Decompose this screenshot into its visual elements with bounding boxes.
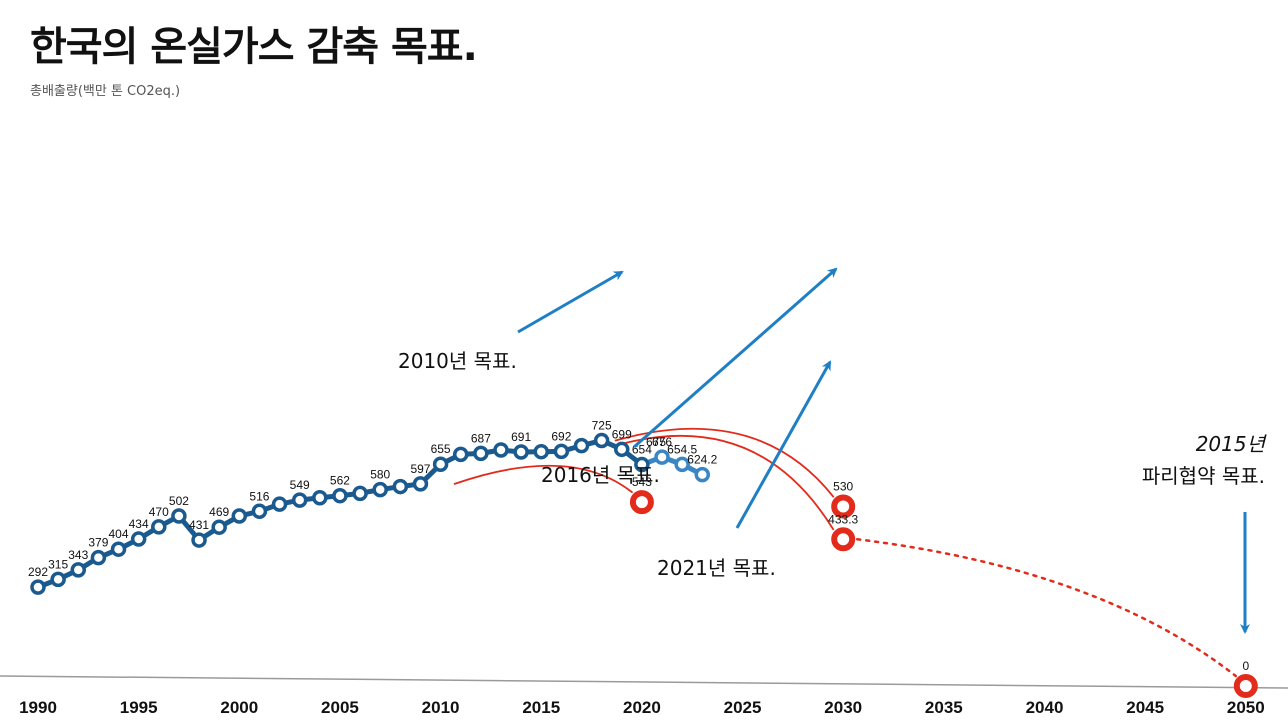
x-tick-label: 2000 [220,698,258,717]
data-point [674,456,690,473]
x-axis-baseline [0,675,1288,689]
data-point [533,443,549,460]
annotation-2016-target: 2016년 목표. [541,463,660,487]
annotation-paris-line2: 파리협약 목표. [1142,464,1265,488]
x-tick-label: 2050 [1227,698,1265,717]
series-line [641,454,704,477]
data-point [90,549,107,566]
data-label: 699 [612,427,632,441]
annotation-paris-line1: 2015년 [1196,432,1268,456]
x-tick-label: 2010 [422,698,460,717]
data-point [694,466,711,483]
data-label: 655 [431,442,451,456]
data-point [130,531,147,547]
x-tick-label: 2045 [1126,698,1164,717]
data-point [352,485,368,502]
data-label: 404 [109,527,129,541]
data-point [211,519,227,535]
x-tick-label: 2025 [724,698,762,717]
data-point [291,492,308,508]
y-axis-label: 총배출량(백만 톤 CO2eq.) [30,84,181,99]
x-tick-label: 2005 [321,698,359,717]
data-point [70,562,87,578]
data-point [191,532,207,548]
data-label: 434 [129,517,149,531]
data-point [312,489,328,506]
x-tick-label: 1995 [120,698,158,717]
data-point [151,519,167,535]
data-point [553,443,570,460]
data-point [412,476,429,492]
target-label: 433.3 [828,512,858,526]
data-point [573,437,590,454]
target-point [831,527,856,552]
data-label: 725 [592,419,612,433]
data-label: 292 [28,565,48,579]
arrow-2021 [735,360,832,529]
data-label: 675 [646,435,666,449]
data-label: 597 [410,462,430,476]
target-curve [614,434,835,531]
data-point [654,449,670,465]
target-label: 543 [632,475,652,489]
data-label: 687 [471,431,491,445]
data-point [513,444,529,460]
data-label: 691 [511,430,531,444]
data-label: 580 [370,468,390,482]
data-point [50,571,66,588]
data-point [392,478,409,495]
x-tick-label: 2020 [623,698,661,717]
target-point [831,494,856,519]
data-point [271,496,288,512]
target-label: 0 [1242,659,1249,673]
data-label: 692 [551,429,571,443]
data-label: 654.5 [667,442,697,456]
data-label: 624.2 [687,453,717,467]
target-curve [855,538,1238,678]
data-point [332,487,348,504]
data-point [372,481,388,498]
data-point [493,442,509,458]
target-curve [453,464,633,494]
data-label: 469 [209,505,229,519]
data-point [30,579,46,595]
annotation-2010-target: 2010년 목표. [398,349,517,373]
data-point [473,445,489,462]
x-tick-label: 2030 [824,698,862,717]
data-point [452,446,469,463]
data-label: 379 [88,536,108,550]
target-label: 530 [833,480,853,494]
data-point [614,441,630,458]
arrow-2016 [633,267,838,449]
target-point [1233,674,1258,698]
data-point [251,503,268,520]
data-label: 343 [68,548,88,562]
arrow-2010 [517,270,624,334]
data-point [432,456,449,472]
data-label: 676 [652,435,672,449]
data-point [593,432,610,449]
chart-title: 한국의 온실가스 감축 목표. [30,24,478,70]
target-point [629,490,654,515]
data-point [634,456,650,473]
data-label: 431 [189,518,209,532]
data-label: 315 [48,557,68,571]
x-tick-label: 2015 [522,698,560,717]
data-point [110,541,127,557]
x-tick-label: 2040 [1026,698,1064,717]
data-point [171,508,187,524]
data-label: 502 [169,494,189,508]
annotation-2021-target: 2021년 목표. [657,556,776,580]
data-label: 549 [290,478,310,492]
x-tick-label: 2035 [925,698,963,717]
data-label: 562 [330,474,350,488]
data-label: 516 [249,489,269,503]
data-point [231,508,248,524]
data-label: 470 [149,505,169,519]
x-tick-label: 1990 [19,698,57,717]
